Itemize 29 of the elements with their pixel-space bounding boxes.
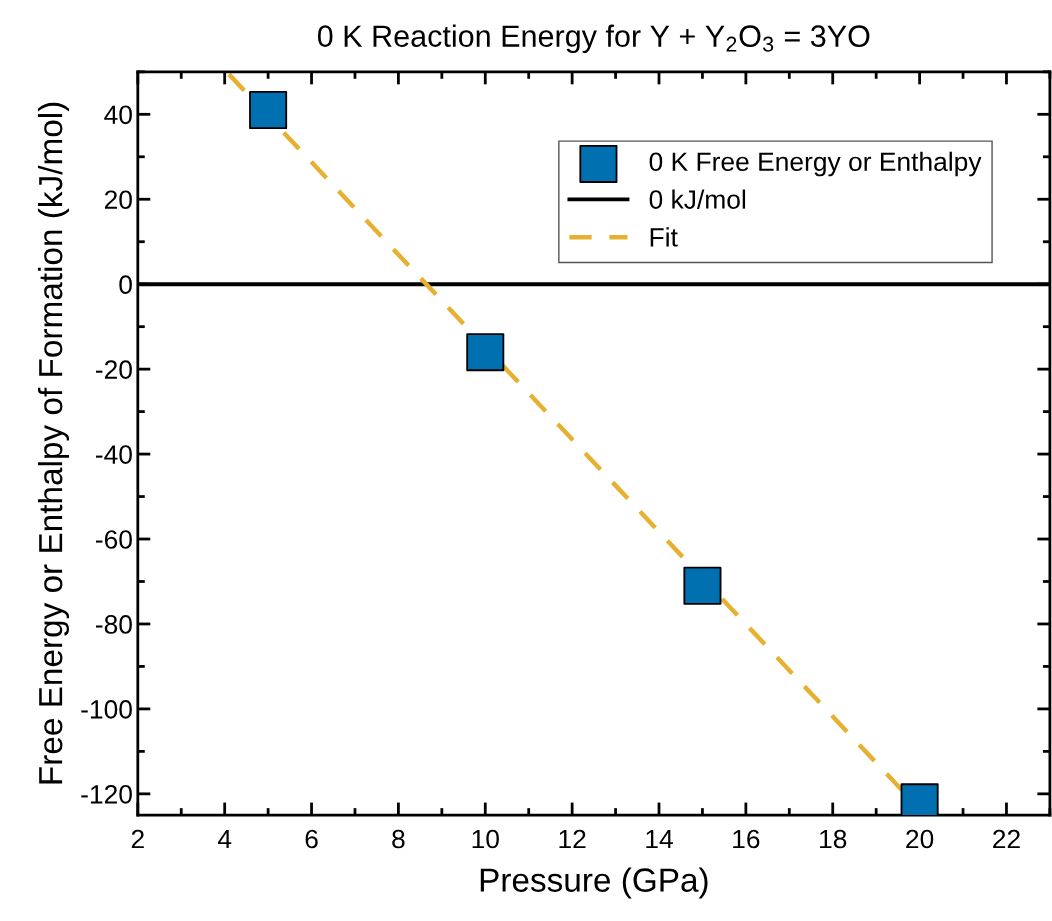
legend-label: 0 K Free Energy or Enthalpy — [649, 151, 982, 177]
y-tick-label: 20 — [104, 190, 132, 210]
x-tick-label: 14 — [646, 829, 673, 849]
x-tick-label: 8 — [392, 829, 405, 849]
y-tick-label: -60 — [95, 530, 132, 549]
chart-title: 0 K Reaction Energy for Y + Y$_{2}$O$_{3}$ = 3YO — [317, 24, 870, 54]
point — [249, 91, 288, 130]
y-tick-label: 0 — [119, 275, 132, 295]
x-tick-label: 4 — [217, 829, 232, 849]
y-tick-label: -120 — [81, 784, 132, 804]
x-tick-label: 16 — [733, 829, 760, 849]
y-tick-label: -40 — [95, 445, 132, 464]
x-axis-title: Pressure (GPa) — [480, 867, 708, 899]
x-tick-label: 12 — [559, 829, 586, 849]
x-tick-label: 20 — [906, 829, 934, 849]
point — [466, 333, 505, 372]
y-tick-label: -20 — [95, 360, 132, 379]
y-tick-label: -100 — [81, 700, 132, 719]
y-axis-title: Free Energy or Enthalpy of Formation (kJ/mol) — [37, 102, 70, 784]
x-tick-label: 22 — [993, 829, 1020, 849]
x-tick-label: 18 — [820, 829, 847, 849]
y-tick-label: -80 — [95, 615, 132, 634]
legend-label: 0 kJ/mol — [649, 189, 746, 209]
y-tick-label: 40 — [104, 105, 132, 125]
x-tick-label: 2 — [131, 829, 144, 849]
x-tick-label: 10 — [472, 829, 499, 849]
x-tick-label: 6 — [305, 829, 318, 849]
legend-label: Fit — [650, 227, 678, 247]
point — [683, 566, 722, 605]
